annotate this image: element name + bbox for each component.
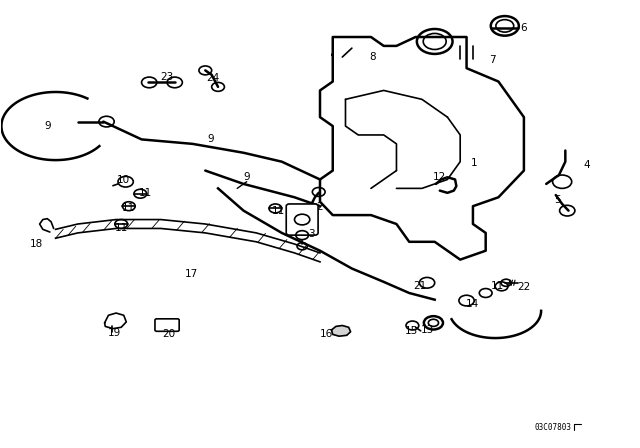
Polygon shape [332, 326, 351, 336]
Text: 10: 10 [117, 175, 131, 185]
Text: 19: 19 [108, 328, 122, 338]
Polygon shape [320, 37, 524, 260]
Text: 20: 20 [162, 329, 175, 340]
Text: 03C07803: 03C07803 [534, 423, 572, 432]
Text: 12: 12 [433, 172, 447, 182]
Text: 18: 18 [30, 239, 43, 249]
Text: 4: 4 [583, 160, 589, 170]
Text: 11: 11 [122, 203, 136, 213]
Text: 5: 5 [554, 194, 561, 205]
Text: 11: 11 [272, 206, 285, 215]
Text: 3: 3 [308, 229, 314, 239]
Text: 9: 9 [44, 121, 51, 131]
Text: 2: 2 [317, 202, 323, 212]
Text: 11: 11 [115, 223, 128, 233]
Text: 24: 24 [206, 73, 220, 83]
FancyBboxPatch shape [155, 319, 179, 332]
Text: 14: 14 [467, 299, 479, 309]
Text: 21: 21 [413, 281, 426, 291]
Text: 16: 16 [320, 329, 333, 340]
Text: 22: 22 [517, 282, 531, 292]
Text: 23: 23 [161, 72, 173, 82]
Text: 15: 15 [405, 326, 419, 336]
Text: 17: 17 [185, 269, 198, 279]
FancyBboxPatch shape [286, 204, 318, 235]
Text: 13: 13 [420, 325, 434, 335]
Text: 7: 7 [489, 55, 495, 65]
Text: 6: 6 [520, 23, 527, 33]
Text: 11: 11 [139, 188, 152, 198]
Text: 9: 9 [207, 134, 214, 143]
Text: 11: 11 [490, 281, 504, 291]
Text: 9: 9 [243, 172, 250, 182]
Text: 8: 8 [369, 52, 376, 62]
Text: 1: 1 [471, 158, 477, 168]
